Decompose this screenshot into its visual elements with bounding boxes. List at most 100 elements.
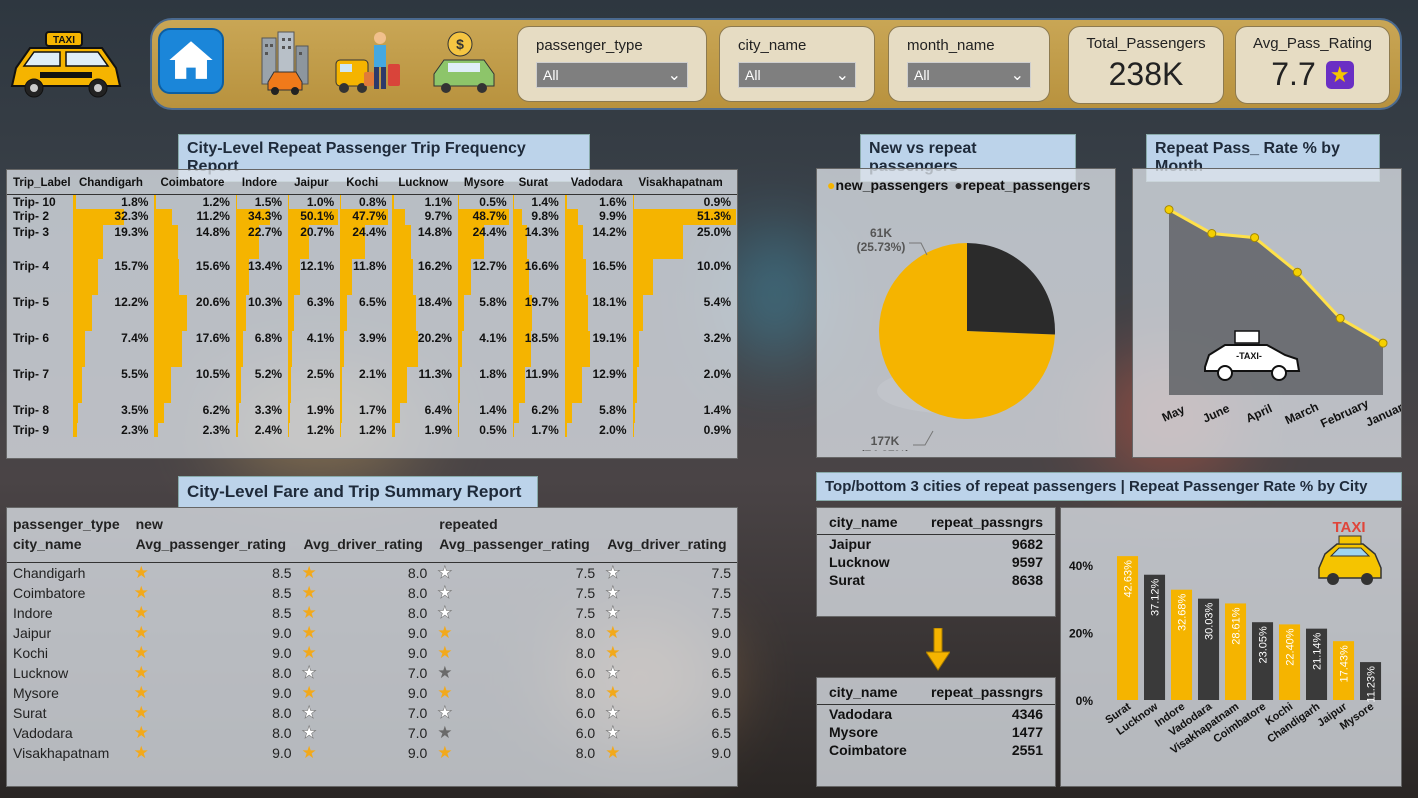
repeat-count: 2551 [1011,742,1043,758]
rating-value: 9.0 [407,684,428,701]
slicer-passenger-type[interactable]: passenger_type All ⌄ [517,26,707,102]
row-label: Trip- 2 [13,208,50,223]
star-icon: ★ [301,722,317,742]
pie-leader-new [913,430,934,446]
col-header: Vadodara [564,170,633,195]
star-icon: ★ [605,563,621,582]
line-series [1168,208,1384,345]
bar-Lucknow [1144,574,1166,700]
cell-bar [154,402,165,423]
rating-value: 9.0 [407,744,428,761]
table-cell: 0.8% [340,194,392,209]
slicer-select[interactable]: All ⌄ [907,62,1031,88]
rating-value: 9.0 [711,744,731,761]
repeat-count: 9597 [1011,554,1043,570]
cell-value: 20.6% [195,294,230,309]
row-label: Trip- 10 [13,194,56,209]
star-icon: ★ [133,602,149,622]
rating-value: 7.5 [711,584,731,601]
star-icon: ★ [437,602,453,622]
cell-bar [632,294,644,331]
star-icon: ★ [437,642,453,662]
cell-bar [632,422,635,437]
repeat-count: 4346 [1011,706,1043,722]
cell-value: 51.3% [696,208,731,223]
table-cell: 47.7% [340,208,392,225]
rating-value: 7.5 [711,604,731,621]
table-cell: 19.1% [564,330,633,367]
table-row: Jaipur 9682 [817,535,1055,554]
slicer-label: month_name [907,37,995,54]
rating-cell: ★ 8.0 [298,603,434,623]
rating-cell: ★ 9.0 [601,643,737,663]
fare-report-title: City-Level Fare and Trip Summary Report [178,476,538,508]
metric-header: Avg_driver_rating [607,536,727,552]
cell-bar [564,366,582,403]
rating-cell: ★ 7.0 [298,723,434,743]
cell-bar [512,294,533,331]
table-cell: 24.4% [457,224,513,259]
table-cell: 4.1% [288,330,340,367]
row-label: Trip- 4 [13,258,50,273]
slicer-select[interactable]: All ⌄ [536,62,688,88]
bar-data-label: 30.03% [1204,602,1216,640]
cell-value: 2.5% [306,366,335,381]
cell-bar [512,194,515,209]
table-cell: 12.1% [288,258,340,295]
col-header: Lucknow [392,170,458,195]
rating-value: 8.5 [272,604,292,621]
taxi-logo-icon: TAXI [1318,519,1382,585]
passenger-luggage-icon[interactable] [334,30,404,96]
cell-value: 1.2% [202,194,230,209]
group-header: repeated [439,516,498,532]
cell-bar [340,194,342,209]
x-tick-label: April [1244,401,1275,425]
table-row: Lucknow 9597 [817,553,1055,571]
slicer-select[interactable]: All ⌄ [738,62,856,88]
table-cell: 2.5% [288,366,340,403]
taxi-fare-icon[interactable]: $ [428,30,500,96]
cell-bar [512,224,527,259]
table-cell: 5.8% [564,402,633,423]
table-cell: 14.8% [154,224,235,259]
slicer-month-name[interactable]: month_name All ⌄ [888,26,1050,102]
table-cell: 11.8% [340,258,392,295]
table-cell: 34.3% [235,208,288,225]
cell-value: 1.4% [479,402,507,417]
cell-bar [457,208,510,225]
star-icon: ★ [437,622,453,642]
pie-label-new-pct: (74.27%) [861,448,910,451]
slicer-city-name[interactable]: city_name All ⌄ [719,26,875,102]
home-button[interactable] [158,28,224,94]
bottom3-table: city_name repeat_passngrs Vadodara 4346 My… [816,677,1056,787]
rating-cell: ★ 8.0 [433,683,601,703]
table-row: Trip- 4 15.7% 15.6% 13.4% 12.1% 11.8% 16.2% 12.… [7,258,737,295]
cell-value: 12.1% [300,258,335,273]
cell-value: 12.9% [592,366,627,381]
table-cell: 15.6% [154,258,235,295]
cell-bar [73,366,82,403]
cell-bar [288,258,301,295]
table-cell: 10.5% [154,366,235,403]
row-label: Trip- 9 [13,422,50,437]
cell-value: 14.3% [524,224,559,239]
table-row: Chandigarh ★ 8.5 ★ 8.0 ★ 7.5 ★ 7.5 [7,563,737,583]
rating-cell: ★ 9.0 [601,623,737,643]
table-cell: 20.7% [288,224,340,259]
cell-bar [457,422,459,437]
table-cell: 6.2% [154,402,235,423]
table-cell: 6.4% [392,402,458,423]
table-cell: 9.8% [512,208,565,225]
city-buildings-icon[interactable] [252,30,316,96]
table-cell: 1.0% [288,194,340,209]
cell-value: 12.7% [472,258,507,273]
cell-value: 2.0% [703,366,731,381]
cell-value: 10.5% [195,366,230,381]
table-cell: 3.5% [73,402,154,423]
cell-value: 12.2% [114,294,149,309]
cell-bar [392,194,394,209]
rating-cell: ★ 9.0 [130,623,298,643]
cell-value: 16.6% [524,258,559,273]
cell-bar [564,294,589,331]
cell-value: 18.1% [592,294,627,309]
